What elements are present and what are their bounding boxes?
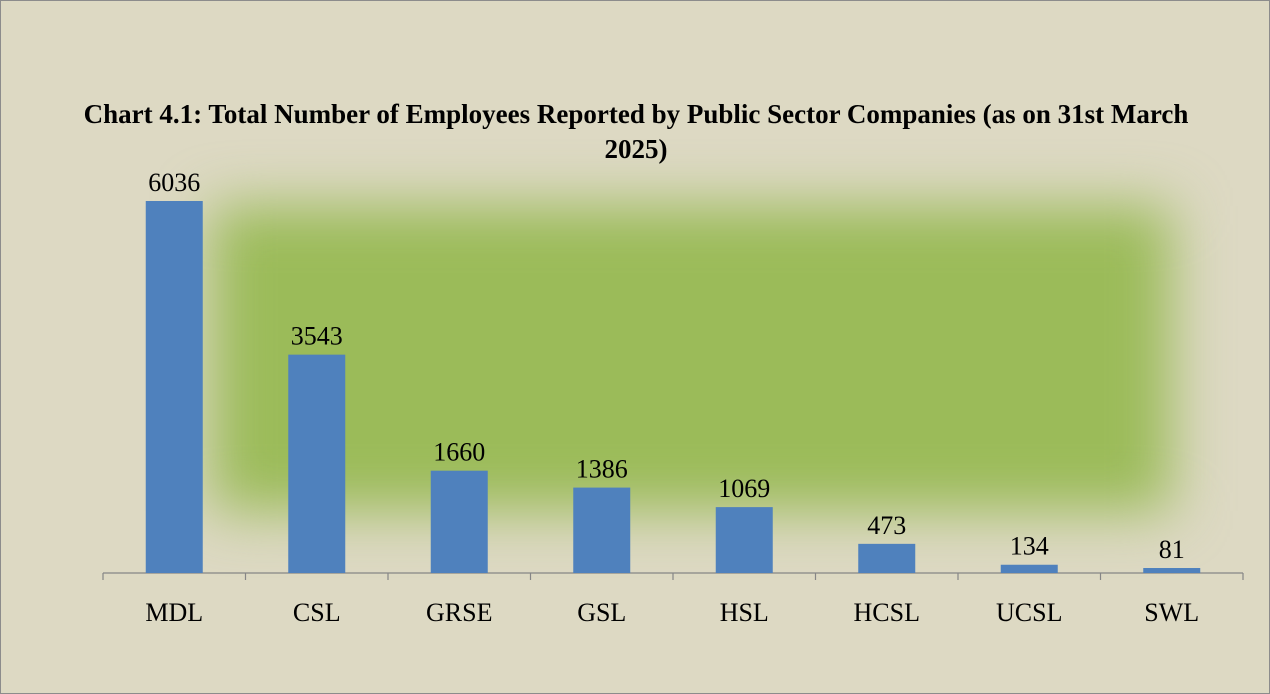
- x-tick-label: HSL: [720, 598, 769, 627]
- value-label: 1660: [433, 438, 485, 467]
- x-tick-label: MDL: [145, 598, 203, 627]
- x-tick-label: GSL: [577, 598, 626, 627]
- x-tick-label: HCSL: [854, 598, 920, 627]
- x-tick-label: UCSL: [996, 598, 1062, 627]
- bar: [288, 354, 346, 573]
- value-label: 134: [1010, 532, 1049, 561]
- background-glow: [211, 206, 1171, 511]
- bar: [858, 543, 916, 573]
- value-label: 6036: [148, 168, 200, 197]
- bar: [430, 470, 488, 573]
- value-label: 81: [1159, 535, 1185, 564]
- x-tick-label: SWL: [1144, 598, 1199, 627]
- value-label: 3543: [291, 322, 343, 351]
- x-tick-label: GRSE: [426, 598, 492, 627]
- bar: [1000, 564, 1058, 573]
- bar: [145, 201, 203, 573]
- x-tick-label: CSL: [293, 598, 341, 627]
- bar: [573, 487, 631, 573]
- bar: [1143, 568, 1201, 573]
- value-label: 1069: [718, 474, 770, 503]
- value-label: 473: [867, 511, 906, 540]
- bar: [715, 507, 773, 573]
- chart-title: Chart 4.1: Total Number of Employees Rep…: [83, 99, 1189, 164]
- value-label: 1386: [576, 455, 628, 484]
